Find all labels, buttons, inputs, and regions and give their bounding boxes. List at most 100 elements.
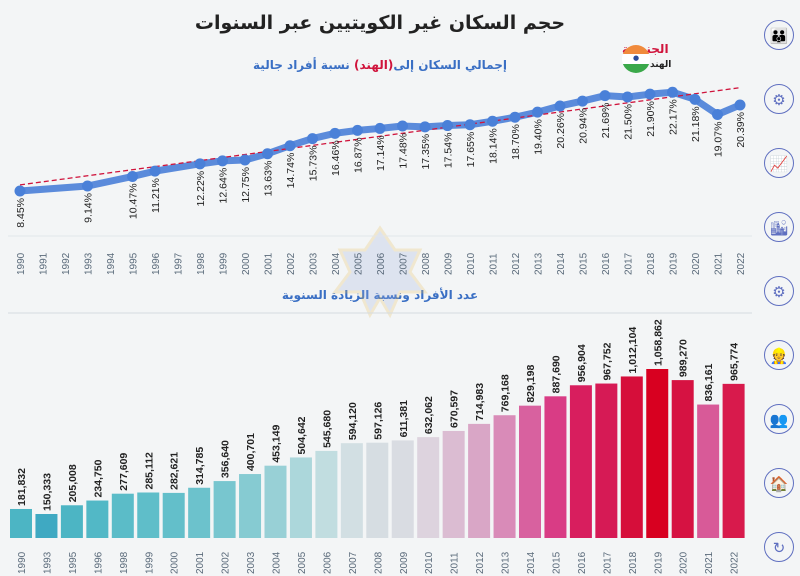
growth-chart-people-icon: 📈 <box>764 148 794 178</box>
bar-value-label: 887,690 <box>550 355 562 393</box>
data-label: 19.07% <box>713 122 725 158</box>
bar-category-label: 2008 <box>373 551 384 574</box>
bar-value-label: 150,333 <box>41 473 53 511</box>
india-flag-icon: ● <box>622 45 650 73</box>
data-label: 9.14% <box>83 193 95 223</box>
bar-category-label: 2011 <box>450 552 461 574</box>
bar-value-label: 956,904 <box>576 344 588 382</box>
x-tick-label: 2020 <box>691 252 702 275</box>
bar <box>620 376 643 538</box>
data-point <box>464 119 476 131</box>
bar-value-label: 314,785 <box>194 447 206 485</box>
x-tick-label: 2016 <box>601 252 612 275</box>
bar-category-label: 2003 <box>246 551 257 574</box>
data-label: 18.14% <box>488 128 500 164</box>
bar <box>722 383 745 538</box>
x-tick-label: 2022 <box>736 252 747 275</box>
bar-category-label: 1993 <box>42 551 53 574</box>
bar-value-label: 829,198 <box>525 365 537 403</box>
bar-category-label: 1998 <box>119 551 130 574</box>
x-tick-label: 2015 <box>579 252 590 275</box>
bar-category-label: 2000 <box>170 551 181 574</box>
subtitle-prefix: إجمالي السكان إلى <box>393 58 507 72</box>
data-label: 12.22% <box>195 171 207 207</box>
bar-category-label: 1995 <box>68 551 79 574</box>
data-point <box>307 133 318 145</box>
bar-value-label: 769,168 <box>500 374 512 412</box>
bar-category-label: 2004 <box>272 551 283 574</box>
data-point <box>442 120 453 132</box>
bar-value-label: 181,832 <box>16 468 28 506</box>
data-label: 8.45% <box>15 198 27 228</box>
crowd-icon: 👥 <box>764 404 794 434</box>
x-tick-label: 1998 <box>196 252 207 275</box>
x-tick-label: 1993 <box>84 252 95 275</box>
bar-category-label: 2014 <box>526 551 537 574</box>
bar-category-label: 2016 <box>577 551 588 574</box>
bar <box>671 380 694 538</box>
bar-chart-title: عدد الأفراد ونسبة الزيادة السنوية <box>281 288 479 302</box>
bar <box>111 493 134 538</box>
bar-value-label: 836,161 <box>703 363 715 401</box>
x-tick-label: 2003 <box>309 252 320 275</box>
data-label: 12.75% <box>240 167 252 203</box>
bar-category-label: 2013 <box>501 551 512 574</box>
bar-value-label: 989,270 <box>678 339 690 377</box>
data-label: 13.63% <box>263 161 275 197</box>
bar-value-label: 285,112 <box>143 452 155 490</box>
data-label: 12.64% <box>218 168 230 204</box>
bar <box>188 487 211 538</box>
data-point <box>239 154 251 166</box>
data-point <box>82 180 93 192</box>
bar-value-label: 400,701 <box>245 433 257 471</box>
bar <box>213 481 236 538</box>
data-label: 20.39% <box>735 112 747 148</box>
bar-category-label: 2001 <box>195 551 206 574</box>
bar-category-label: 1999 <box>144 551 155 574</box>
data-label: 21.50% <box>623 104 635 140</box>
line-chart-subtitle: إجمالي السكان إلى(الهند) نسبة أفراد جالي… <box>0 58 760 72</box>
bar-value-label: 714,983 <box>474 383 486 421</box>
data-label: 11.21% <box>150 178 162 213</box>
group-gear-icon: ⚙ <box>764 276 794 306</box>
bar-category-label: 2018 <box>628 551 639 574</box>
x-tick-label: 1991 <box>39 252 50 275</box>
bar-category-label: 2017 <box>602 551 613 574</box>
bar <box>646 369 669 538</box>
x-tick-label: 2000 <box>241 252 252 275</box>
bar <box>697 404 720 538</box>
data-label: 16.87% <box>353 137 365 173</box>
bar <box>366 442 389 538</box>
x-tick-label: 2010 <box>466 252 477 275</box>
x-tick-label: 2006 <box>376 252 387 275</box>
bar-value-label: 205,008 <box>67 464 79 502</box>
bar-category-label: 2006 <box>322 551 333 574</box>
data-label: 15.73% <box>308 146 320 182</box>
x-tick-label: 1992 <box>61 252 72 275</box>
bar <box>60 505 83 538</box>
data-point <box>419 121 431 133</box>
data-label: 17.14% <box>375 135 387 171</box>
data-point <box>577 95 588 107</box>
trend-line <box>19 87 741 186</box>
data-point <box>509 111 521 123</box>
home-family-icon: 🏠 <box>764 468 794 498</box>
data-point <box>712 109 723 121</box>
bar-category-label: 2009 <box>399 551 410 574</box>
x-tick-label: 2002 <box>286 252 297 275</box>
bar-category-label: 2007 <box>348 551 359 574</box>
data-point <box>352 124 363 136</box>
bar <box>442 430 465 538</box>
bar <box>569 385 592 538</box>
bar-value-label: 597,126 <box>372 402 384 440</box>
bar-value-label: 1,058,862 <box>652 319 664 366</box>
x-tick-label: 2008 <box>421 252 432 275</box>
data-point <box>374 122 386 134</box>
bar-value-label: 282,621 <box>169 452 181 490</box>
nationality-value: الهند <box>650 60 672 70</box>
bar <box>239 474 262 538</box>
data-label: 16.46% <box>330 140 342 176</box>
x-tick-label: 2001 <box>264 252 275 275</box>
bar-value-label: 504,642 <box>296 416 308 454</box>
data-point <box>532 106 543 118</box>
